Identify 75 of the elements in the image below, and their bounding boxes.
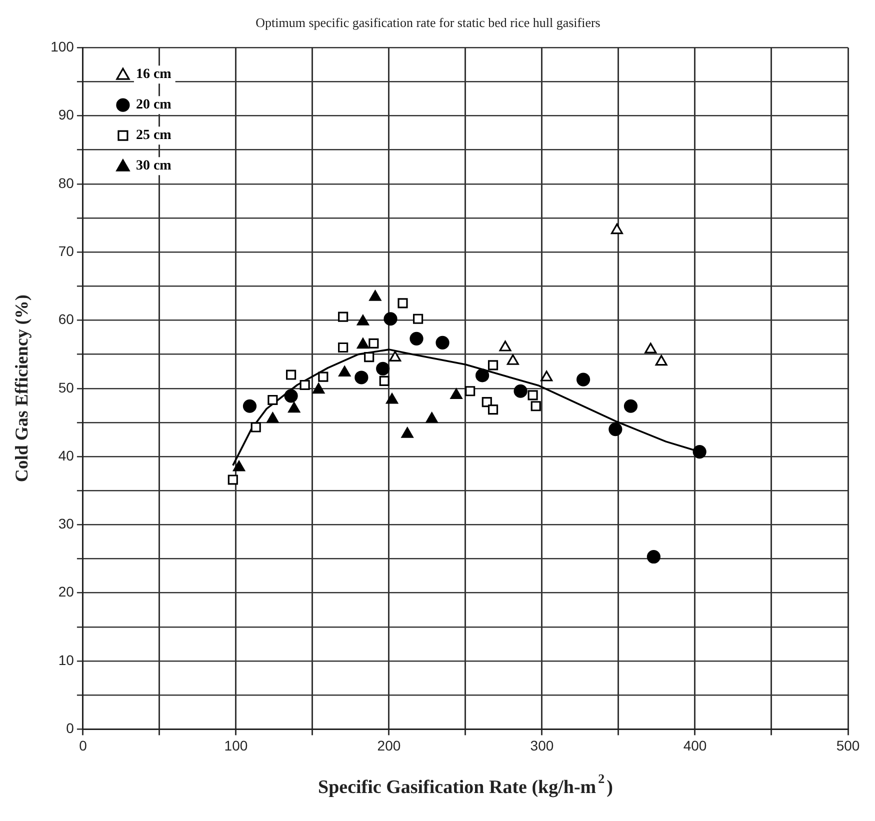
point bbox=[233, 460, 246, 472]
point bbox=[368, 338, 379, 348]
point bbox=[576, 372, 590, 386]
point bbox=[384, 312, 398, 326]
y-axis-title: Cold Gas Efficiency (%) bbox=[11, 294, 32, 482]
y-tick-label: 0 bbox=[66, 720, 74, 736]
point bbox=[465, 386, 476, 396]
point bbox=[426, 412, 438, 423]
point bbox=[401, 427, 414, 438]
legend-label: 30 cm bbox=[136, 158, 172, 174]
y-tick-label: 70 bbox=[58, 242, 74, 259]
point bbox=[338, 342, 348, 353]
y-tick-label: 20 bbox=[58, 584, 74, 600]
y-tick-label: 80 bbox=[58, 174, 74, 191]
y-tick-label: 50 bbox=[58, 379, 74, 396]
point bbox=[354, 370, 368, 384]
y-tick-label: 30 bbox=[58, 516, 74, 532]
point bbox=[379, 376, 390, 386]
point bbox=[288, 402, 300, 413]
point bbox=[488, 404, 498, 415]
point bbox=[528, 390, 538, 400]
point bbox=[608, 422, 622, 436]
point bbox=[312, 382, 325, 394]
point bbox=[514, 384, 528, 398]
point bbox=[540, 370, 553, 382]
point bbox=[413, 314, 424, 324]
legend-label: 20 cm bbox=[136, 98, 172, 113]
x-tick-label: 0 bbox=[79, 737, 88, 754]
point bbox=[499, 340, 512, 352]
point bbox=[624, 399, 638, 413]
y-tick-label: 40 bbox=[58, 447, 74, 464]
point bbox=[228, 474, 238, 485]
y-tick-label: 60 bbox=[58, 311, 74, 328]
point bbox=[318, 372, 328, 382]
point bbox=[284, 389, 298, 403]
point bbox=[338, 312, 348, 322]
legend-label: 25 cm bbox=[136, 128, 172, 144]
point bbox=[436, 336, 450, 350]
point bbox=[450, 388, 462, 400]
chart-title: Optimum specific gasification rate for static bed rice hull gasifiers bbox=[256, 15, 600, 30]
point bbox=[398, 298, 408, 308]
point bbox=[655, 355, 668, 366]
point bbox=[268, 394, 278, 406]
point bbox=[356, 314, 369, 326]
point bbox=[376, 362, 390, 376]
point bbox=[692, 444, 706, 459]
point bbox=[389, 350, 402, 362]
point bbox=[242, 399, 257, 413]
point bbox=[506, 354, 519, 365]
point bbox=[530, 401, 541, 412]
y-tick-label: 90 bbox=[58, 106, 74, 123]
point bbox=[286, 370, 296, 380]
x-tick-label: 200 bbox=[377, 737, 401, 754]
point bbox=[266, 412, 279, 423]
y-tick-label: 10 bbox=[58, 652, 74, 668]
point bbox=[610, 223, 623, 234]
point bbox=[250, 422, 261, 432]
point bbox=[338, 366, 351, 377]
x-tick-label: 100 bbox=[224, 737, 248, 754]
point bbox=[364, 352, 374, 362]
point bbox=[369, 290, 382, 301]
point bbox=[476, 368, 490, 382]
point bbox=[300, 380, 310, 390]
point bbox=[482, 396, 492, 408]
x-tick-label: 400 bbox=[683, 737, 707, 754]
point bbox=[410, 332, 424, 346]
point bbox=[646, 550, 660, 564]
legend-label: 16 cm bbox=[136, 67, 172, 82]
x-tick-label: 500 bbox=[836, 737, 860, 754]
point bbox=[356, 338, 369, 349]
point bbox=[644, 342, 657, 354]
y-tick-label: 100 bbox=[50, 38, 74, 54]
point bbox=[488, 360, 498, 370]
point bbox=[386, 393, 398, 404]
x-tick-label: 300 bbox=[530, 737, 554, 754]
